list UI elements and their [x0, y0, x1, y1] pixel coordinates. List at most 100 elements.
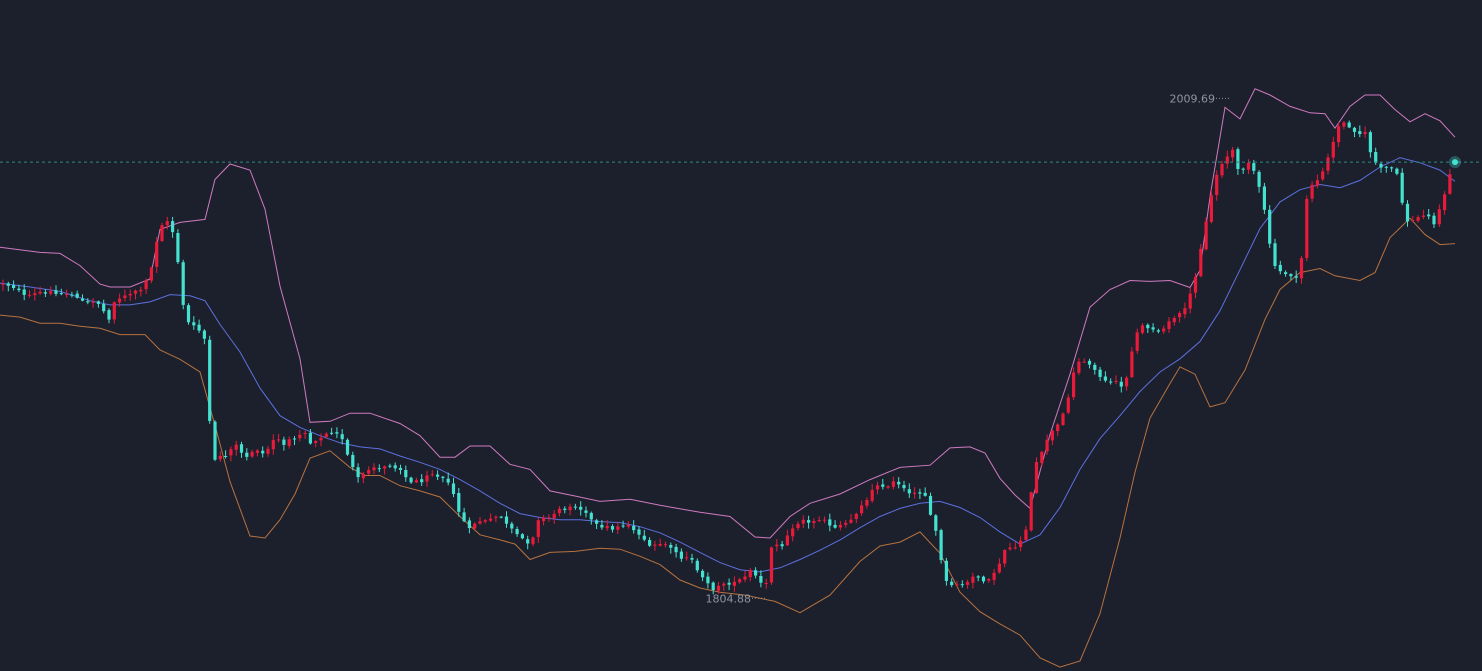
candle: [33, 287, 37, 301]
candle: [1448, 168, 1452, 195]
candle: [1087, 358, 1092, 369]
candle: [913, 487, 917, 499]
candle-body: [1262, 186, 1266, 210]
candle: [642, 529, 646, 542]
candle: [420, 474, 424, 486]
candle: [860, 500, 864, 516]
candle-body: [1050, 430, 1054, 441]
candle-body: [213, 421, 217, 460]
candle-body: [1178, 313, 1182, 318]
candle-body: [610, 526, 615, 530]
candle: [775, 539, 779, 552]
candle-body: [695, 560, 699, 571]
candle: [557, 506, 562, 517]
candle: [1204, 217, 1208, 251]
candle: [589, 511, 593, 525]
candle-body: [515, 529, 519, 535]
candle-body: [573, 506, 577, 508]
candle: [785, 529, 789, 546]
candle-body: [12, 285, 16, 288]
candle-body: [123, 295, 127, 298]
candle: [897, 477, 901, 489]
candle-body: [186, 305, 191, 323]
candle-body: [1443, 194, 1447, 211]
candle: [838, 520, 842, 531]
candle-body: [1321, 171, 1325, 180]
candle-body: [1358, 131, 1362, 135]
candle-body: [1193, 276, 1198, 293]
candle: [186, 303, 191, 325]
candle-body: [1421, 215, 1425, 217]
candle: [727, 578, 731, 591]
candle-body: [966, 582, 970, 585]
candle-body: [33, 293, 37, 296]
candle: [1135, 328, 1139, 354]
candle: [261, 446, 265, 458]
candle: [409, 476, 413, 484]
candle-body: [65, 294, 69, 295]
candle-body: [1278, 264, 1282, 272]
candle: [981, 575, 986, 584]
candle-body: [54, 290, 58, 294]
candle-body: [616, 526, 620, 530]
candle: [1183, 302, 1187, 319]
candle-body: [133, 290, 138, 294]
candle-body: [494, 516, 498, 518]
candle-body: [568, 506, 572, 511]
candle-body: [59, 293, 63, 295]
candle-body: [812, 521, 816, 523]
candle-body: [716, 585, 721, 591]
candle: [372, 463, 376, 475]
last-price-marker: [1449, 156, 1461, 169]
candle-body: [425, 475, 429, 482]
candle-body: [1146, 324, 1150, 329]
candle-body: [1241, 168, 1245, 170]
candle: [356, 463, 360, 483]
candle-body: [547, 517, 551, 519]
candle: [202, 329, 206, 345]
candle-body: [277, 439, 281, 441]
candle: [1347, 120, 1351, 129]
candle: [679, 548, 683, 562]
candle-body: [621, 525, 625, 527]
candle: [457, 488, 461, 517]
candle-body: [1326, 157, 1330, 171]
candle: [663, 541, 668, 548]
candle-body: [701, 570, 705, 578]
candle-body: [679, 551, 683, 559]
candle: [584, 506, 588, 518]
candle: [478, 517, 482, 525]
candle-body: [1082, 361, 1086, 363]
candle: [547, 514, 551, 522]
candle: [107, 308, 111, 324]
candle-body: [308, 432, 312, 444]
candle-body: [685, 557, 689, 559]
candle: [367, 466, 371, 475]
candle-body: [626, 525, 630, 527]
candle: [621, 520, 625, 529]
candle-body: [1045, 439, 1049, 452]
candle-body: [218, 455, 222, 460]
candle: [849, 514, 853, 524]
candle-body: [1273, 243, 1277, 266]
candle: [1379, 161, 1383, 173]
candle-body: [891, 481, 895, 487]
candle: [875, 481, 880, 495]
candle: [345, 438, 350, 456]
candle: [467, 517, 471, 534]
candle: [716, 582, 721, 594]
candle: [425, 470, 429, 487]
candle-body: [192, 322, 196, 326]
candle-body: [775, 544, 779, 547]
high-price-label: 2009.69: [1170, 92, 1216, 105]
candle: [1405, 200, 1410, 227]
candle-body: [1008, 547, 1012, 550]
candle: [430, 470, 434, 477]
candle-body: [107, 310, 111, 320]
candle: [1178, 311, 1182, 323]
candle: [308, 429, 312, 445]
candle: [764, 578, 768, 589]
candle-body: [976, 576, 980, 578]
